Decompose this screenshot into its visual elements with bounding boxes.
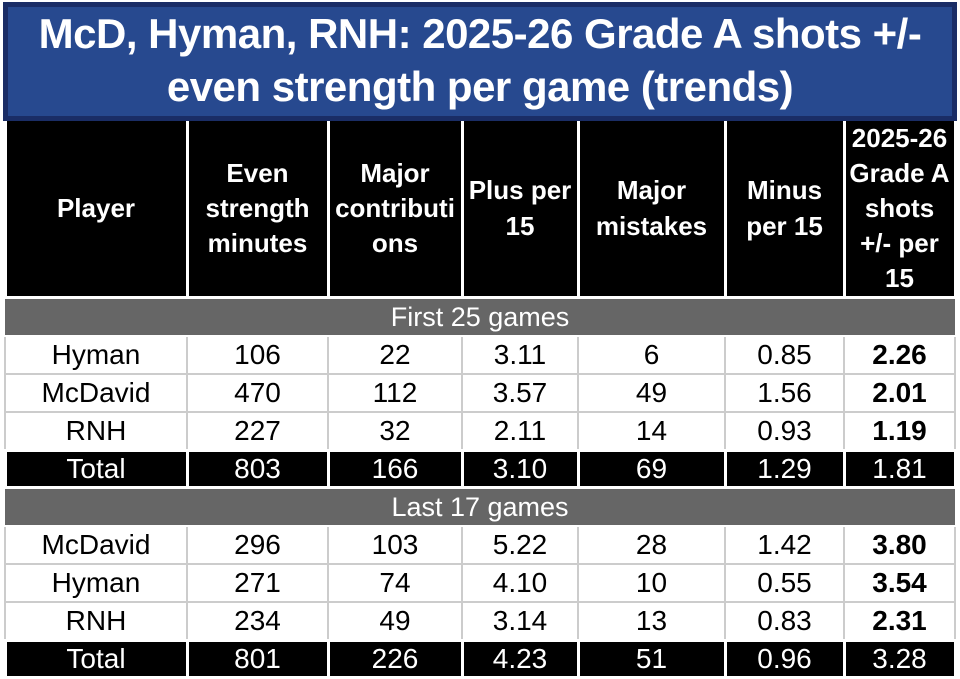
stat-cell: 3.54 <box>843 563 956 604</box>
stat-cell: 1.19 <box>843 411 956 452</box>
stat-cell: 5.22 <box>461 525 579 566</box>
player-cell: Total <box>3 449 189 490</box>
player-row: Hyman 106 22 3.11 6 0.85 2.26 <box>4 335 956 376</box>
stat-cell: 32 <box>327 411 463 452</box>
column-header-major-mistakes: Major mistakes <box>576 120 727 300</box>
section-label: First 25 games <box>5 296 955 338</box>
player-cell: RNH <box>4 601 188 642</box>
player-row: McDavid 470 112 3.57 49 1.56 2.01 <box>4 373 956 414</box>
player-cell: Total <box>3 639 189 679</box>
stat-cell: 1.42 <box>724 525 845 566</box>
stat-cell: 2.26 <box>843 335 956 376</box>
player-row: RNH 234 49 3.14 13 0.83 2.31 <box>4 601 956 642</box>
stat-cell: 2.01 <box>843 373 956 414</box>
section-header-row: Last 17 games <box>5 486 955 528</box>
stat-cell: 2.11 <box>461 411 579 452</box>
column-header-plus-per-15: Plus per 15 <box>460 120 580 300</box>
stat-cell: 296 <box>186 525 329 566</box>
stat-cell: 470 <box>186 373 329 414</box>
table-body: First 25 games Hyman 106 22 3.11 6 0.85 2.26 McD… <box>3 296 957 679</box>
stat-cell: 0.93 <box>724 411 845 452</box>
stat-cell: 106 <box>186 335 329 376</box>
player-row: Hyman 271 74 4.10 10 0.55 3.54 <box>4 563 956 604</box>
stat-cell: 49 <box>577 373 726 414</box>
stat-cell: 271 <box>186 563 329 604</box>
stat-cell: 1.56 <box>724 373 845 414</box>
stat-cell: 3.14 <box>461 601 579 642</box>
stat-cell: 13 <box>577 601 726 642</box>
table-header-row: Player Even strength minutes Major contr… <box>3 120 957 300</box>
player-cell: RNH <box>4 411 188 452</box>
stat-cell: 3.10 <box>460 449 580 490</box>
stats-table: Player Even strength minutes Major contr… <box>3 120 957 679</box>
player-cell: Hyman <box>4 563 188 604</box>
stat-cell: 1.81 <box>842 449 957 490</box>
column-header-grade-a-shots: 2025-26 Grade A shots +/- per 15 <box>842 120 957 300</box>
stat-cell: 4.23 <box>460 639 580 679</box>
player-cell: McDavid <box>4 525 188 566</box>
stat-cell: 0.83 <box>724 601 845 642</box>
column-header-even-strength-minutes: Even strength minutes <box>185 120 330 300</box>
stat-cell: 3.57 <box>461 373 579 414</box>
player-cell: Hyman <box>4 335 188 376</box>
total-row: Total 803 166 3.10 69 1.29 1.81 <box>3 449 957 490</box>
stat-cell: 28 <box>577 525 726 566</box>
player-cell: McDavid <box>4 373 188 414</box>
stat-cell: 803 <box>185 449 330 490</box>
stat-cell: 3.11 <box>461 335 579 376</box>
stat-cell: 51 <box>576 639 727 679</box>
stat-cell: 234 <box>186 601 329 642</box>
section-header-row: First 25 games <box>5 296 955 338</box>
stat-cell: 6 <box>577 335 726 376</box>
column-header-player: Player <box>3 120 189 300</box>
stat-cell: 3.28 <box>842 639 957 679</box>
stat-cell: 3.80 <box>843 525 956 566</box>
total-row: Total 801 226 4.23 51 0.96 3.28 <box>3 639 957 679</box>
stat-cell: 10 <box>577 563 726 604</box>
column-header-minus-per-15: Minus per 15 <box>723 120 846 300</box>
title-banner: McD, Hyman, RNH: 2025-26 Grade A shots +… <box>3 2 957 121</box>
stat-cell: 226 <box>326 639 464 679</box>
stat-cell: 166 <box>326 449 464 490</box>
stat-cell: 0.55 <box>724 563 845 604</box>
stat-cell: 801 <box>185 639 330 679</box>
player-row: McDavid 296 103 5.22 28 1.42 3.80 <box>4 525 956 566</box>
stat-cell: 49 <box>327 601 463 642</box>
stat-cell: 0.96 <box>723 639 846 679</box>
stat-cell: 112 <box>327 373 463 414</box>
stat-cell: 1.29 <box>723 449 846 490</box>
stat-cell: 69 <box>576 449 727 490</box>
stat-cell: 103 <box>327 525 463 566</box>
section-label: Last 17 games <box>5 486 955 528</box>
stat-cell: 14 <box>577 411 726 452</box>
player-row: RNH 227 32 2.11 14 0.93 1.19 <box>4 411 956 452</box>
stat-cell: 2.31 <box>843 601 956 642</box>
stat-cell: 0.85 <box>724 335 845 376</box>
stat-cell: 227 <box>186 411 329 452</box>
stat-cell: 74 <box>327 563 463 604</box>
stat-cell: 4.10 <box>461 563 579 604</box>
stat-cell: 22 <box>327 335 463 376</box>
column-header-major-contributions: Major contributions <box>326 120 464 300</box>
